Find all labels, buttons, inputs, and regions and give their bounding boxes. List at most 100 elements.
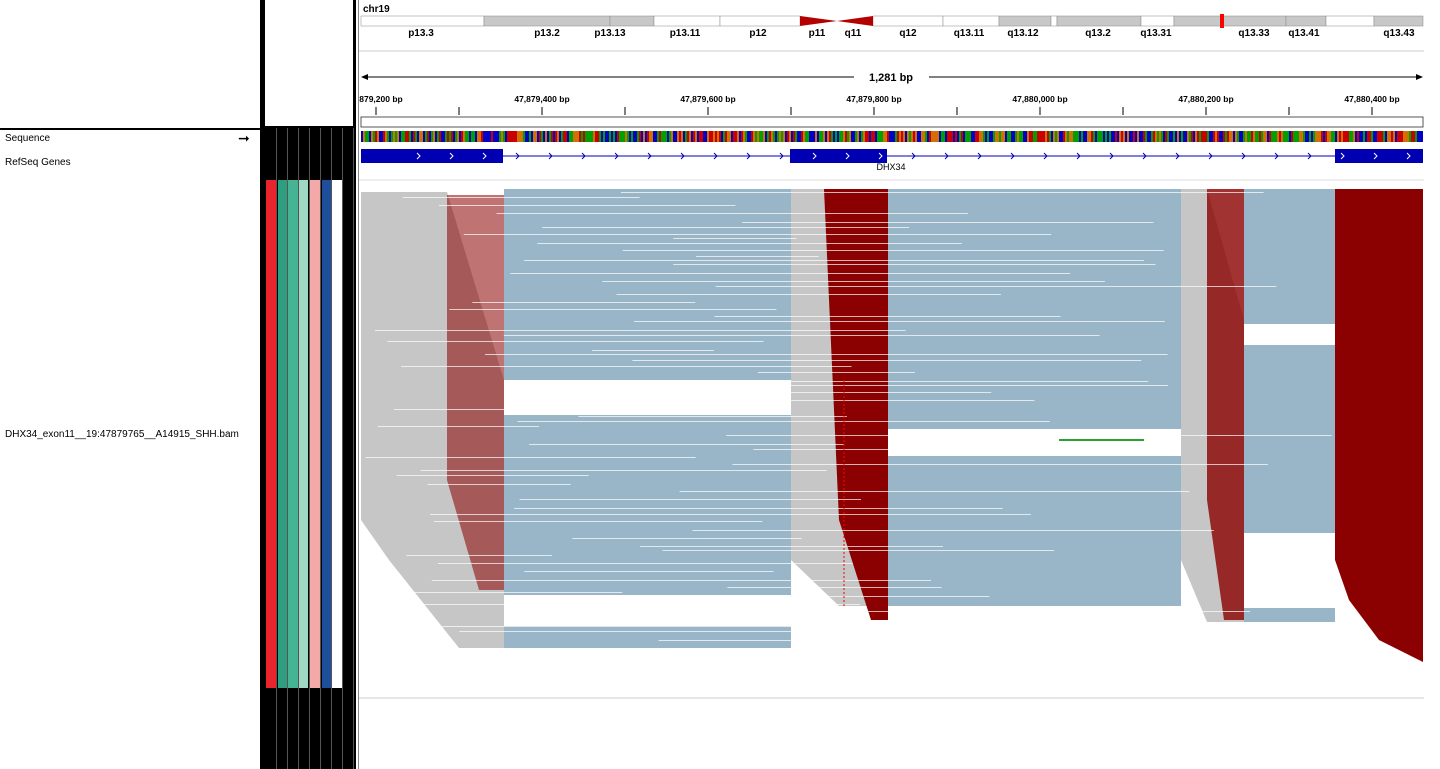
- base: [719, 131, 721, 142]
- base: [829, 131, 831, 142]
- base: [1193, 131, 1195, 142]
- strand-arrow: [482, 152, 487, 160]
- base: [973, 131, 975, 142]
- base: [639, 131, 641, 142]
- genome-view[interactable]: chr19 p13.3 p13.2 p13.13 p13.11 p12 p11 q11 q12…: [359, 0, 1425, 769]
- base: [431, 131, 433, 142]
- base: [445, 131, 447, 142]
- base: [831, 131, 833, 142]
- base: [1041, 131, 1043, 142]
- base: [717, 131, 719, 142]
- read-gap: [727, 587, 942, 588]
- base: [883, 131, 885, 142]
- base: [1281, 131, 1283, 142]
- read-gap: [749, 596, 990, 597]
- base: [679, 131, 681, 142]
- read-gap: [420, 470, 827, 471]
- base: [1285, 131, 1287, 142]
- gene-name-label[interactable]: DHX34: [876, 162, 905, 172]
- base: [467, 131, 469, 142]
- read-gap: [722, 611, 1251, 612]
- read-gap: [377, 592, 623, 593]
- ideogram-band: [1050, 15, 1058, 27]
- chromosome-ideogram[interactable]: p13.3 p13.2 p13.13 p13.11 p12 p11 q11 q12 q13.11…: [360, 14, 1424, 39]
- base: [1407, 131, 1409, 142]
- base: [1087, 131, 1089, 142]
- base: [621, 131, 623, 142]
- base: [595, 131, 597, 142]
- band-label: q11: [845, 28, 862, 39]
- base: [919, 131, 921, 142]
- base: [791, 131, 793, 142]
- band-label: q13.33: [1238, 28, 1270, 39]
- base: [709, 131, 711, 142]
- base: [1007, 131, 1009, 142]
- base: [1289, 131, 1291, 142]
- base: [1029, 131, 1031, 142]
- chromosome-label[interactable]: chr19: [363, 4, 390, 15]
- band-label: q12: [899, 28, 917, 39]
- base: [703, 131, 705, 142]
- base: [447, 131, 449, 142]
- base: [1329, 131, 1331, 142]
- base: [1069, 131, 1071, 142]
- base: [757, 131, 759, 142]
- base: [727, 131, 729, 142]
- base: [1191, 131, 1193, 142]
- base: [905, 131, 907, 142]
- vertical-scrollbar[interactable]: [1424, 0, 1440, 769]
- base: [1299, 131, 1301, 142]
- read-gap: [622, 250, 1164, 251]
- base: [1173, 131, 1175, 142]
- base: [633, 131, 635, 142]
- base: [921, 131, 923, 142]
- base: [751, 131, 753, 142]
- sequence-track-label[interactable]: Sequence: [5, 133, 51, 144]
- band-label: q13.11: [954, 28, 985, 39]
- base: [1009, 131, 1011, 142]
- base: [1343, 131, 1345, 142]
- base: [1259, 131, 1261, 142]
- attribute-separator: [342, 128, 343, 769]
- base: [989, 131, 991, 142]
- base: [1211, 131, 1213, 142]
- base: [917, 131, 919, 142]
- base: [967, 131, 969, 142]
- base: [705, 131, 707, 142]
- strand-arrow: [1274, 152, 1279, 160]
- data-panel[interactable]: chr19 p13.3 p13.2 p13.13 p13.11 p12 p11 q11 q12…: [358, 0, 1425, 769]
- sequence-track[interactable]: [361, 131, 1423, 142]
- base: [693, 131, 695, 142]
- base: [577, 131, 579, 142]
- refseq-gene-track[interactable]: [361, 149, 1423, 163]
- base: [403, 131, 405, 142]
- base: [383, 131, 385, 142]
- attribute-cell: [322, 180, 332, 688]
- base: [1073, 131, 1075, 142]
- read-gap: [396, 475, 589, 476]
- bam-track-label[interactable]: DHX34_exon11__19:47879765__A14915_SHH.ba…: [5, 429, 239, 440]
- spliced-block: [888, 189, 1181, 429]
- base: [485, 131, 487, 142]
- base: [1017, 131, 1019, 142]
- base: [583, 131, 585, 142]
- ruler-span: 1,281 bp: [361, 72, 1423, 84]
- strand-arrow: [614, 152, 619, 160]
- base: [659, 131, 661, 142]
- attribute-cell: [278, 180, 288, 688]
- base: [1231, 131, 1233, 142]
- base: [725, 131, 727, 142]
- base: [985, 131, 987, 142]
- spliced-block: [1244, 189, 1335, 324]
- base: [531, 131, 533, 142]
- base: [369, 131, 371, 142]
- base: [609, 131, 611, 142]
- attribute-cell: [298, 180, 308, 688]
- base: [1031, 131, 1033, 142]
- base: [783, 131, 785, 142]
- base: [1055, 131, 1057, 142]
- refseq-track-label[interactable]: RefSeq Genes: [5, 157, 71, 168]
- alignment-track[interactable]: [361, 189, 1423, 662]
- base: [937, 131, 939, 142]
- base: [631, 131, 633, 142]
